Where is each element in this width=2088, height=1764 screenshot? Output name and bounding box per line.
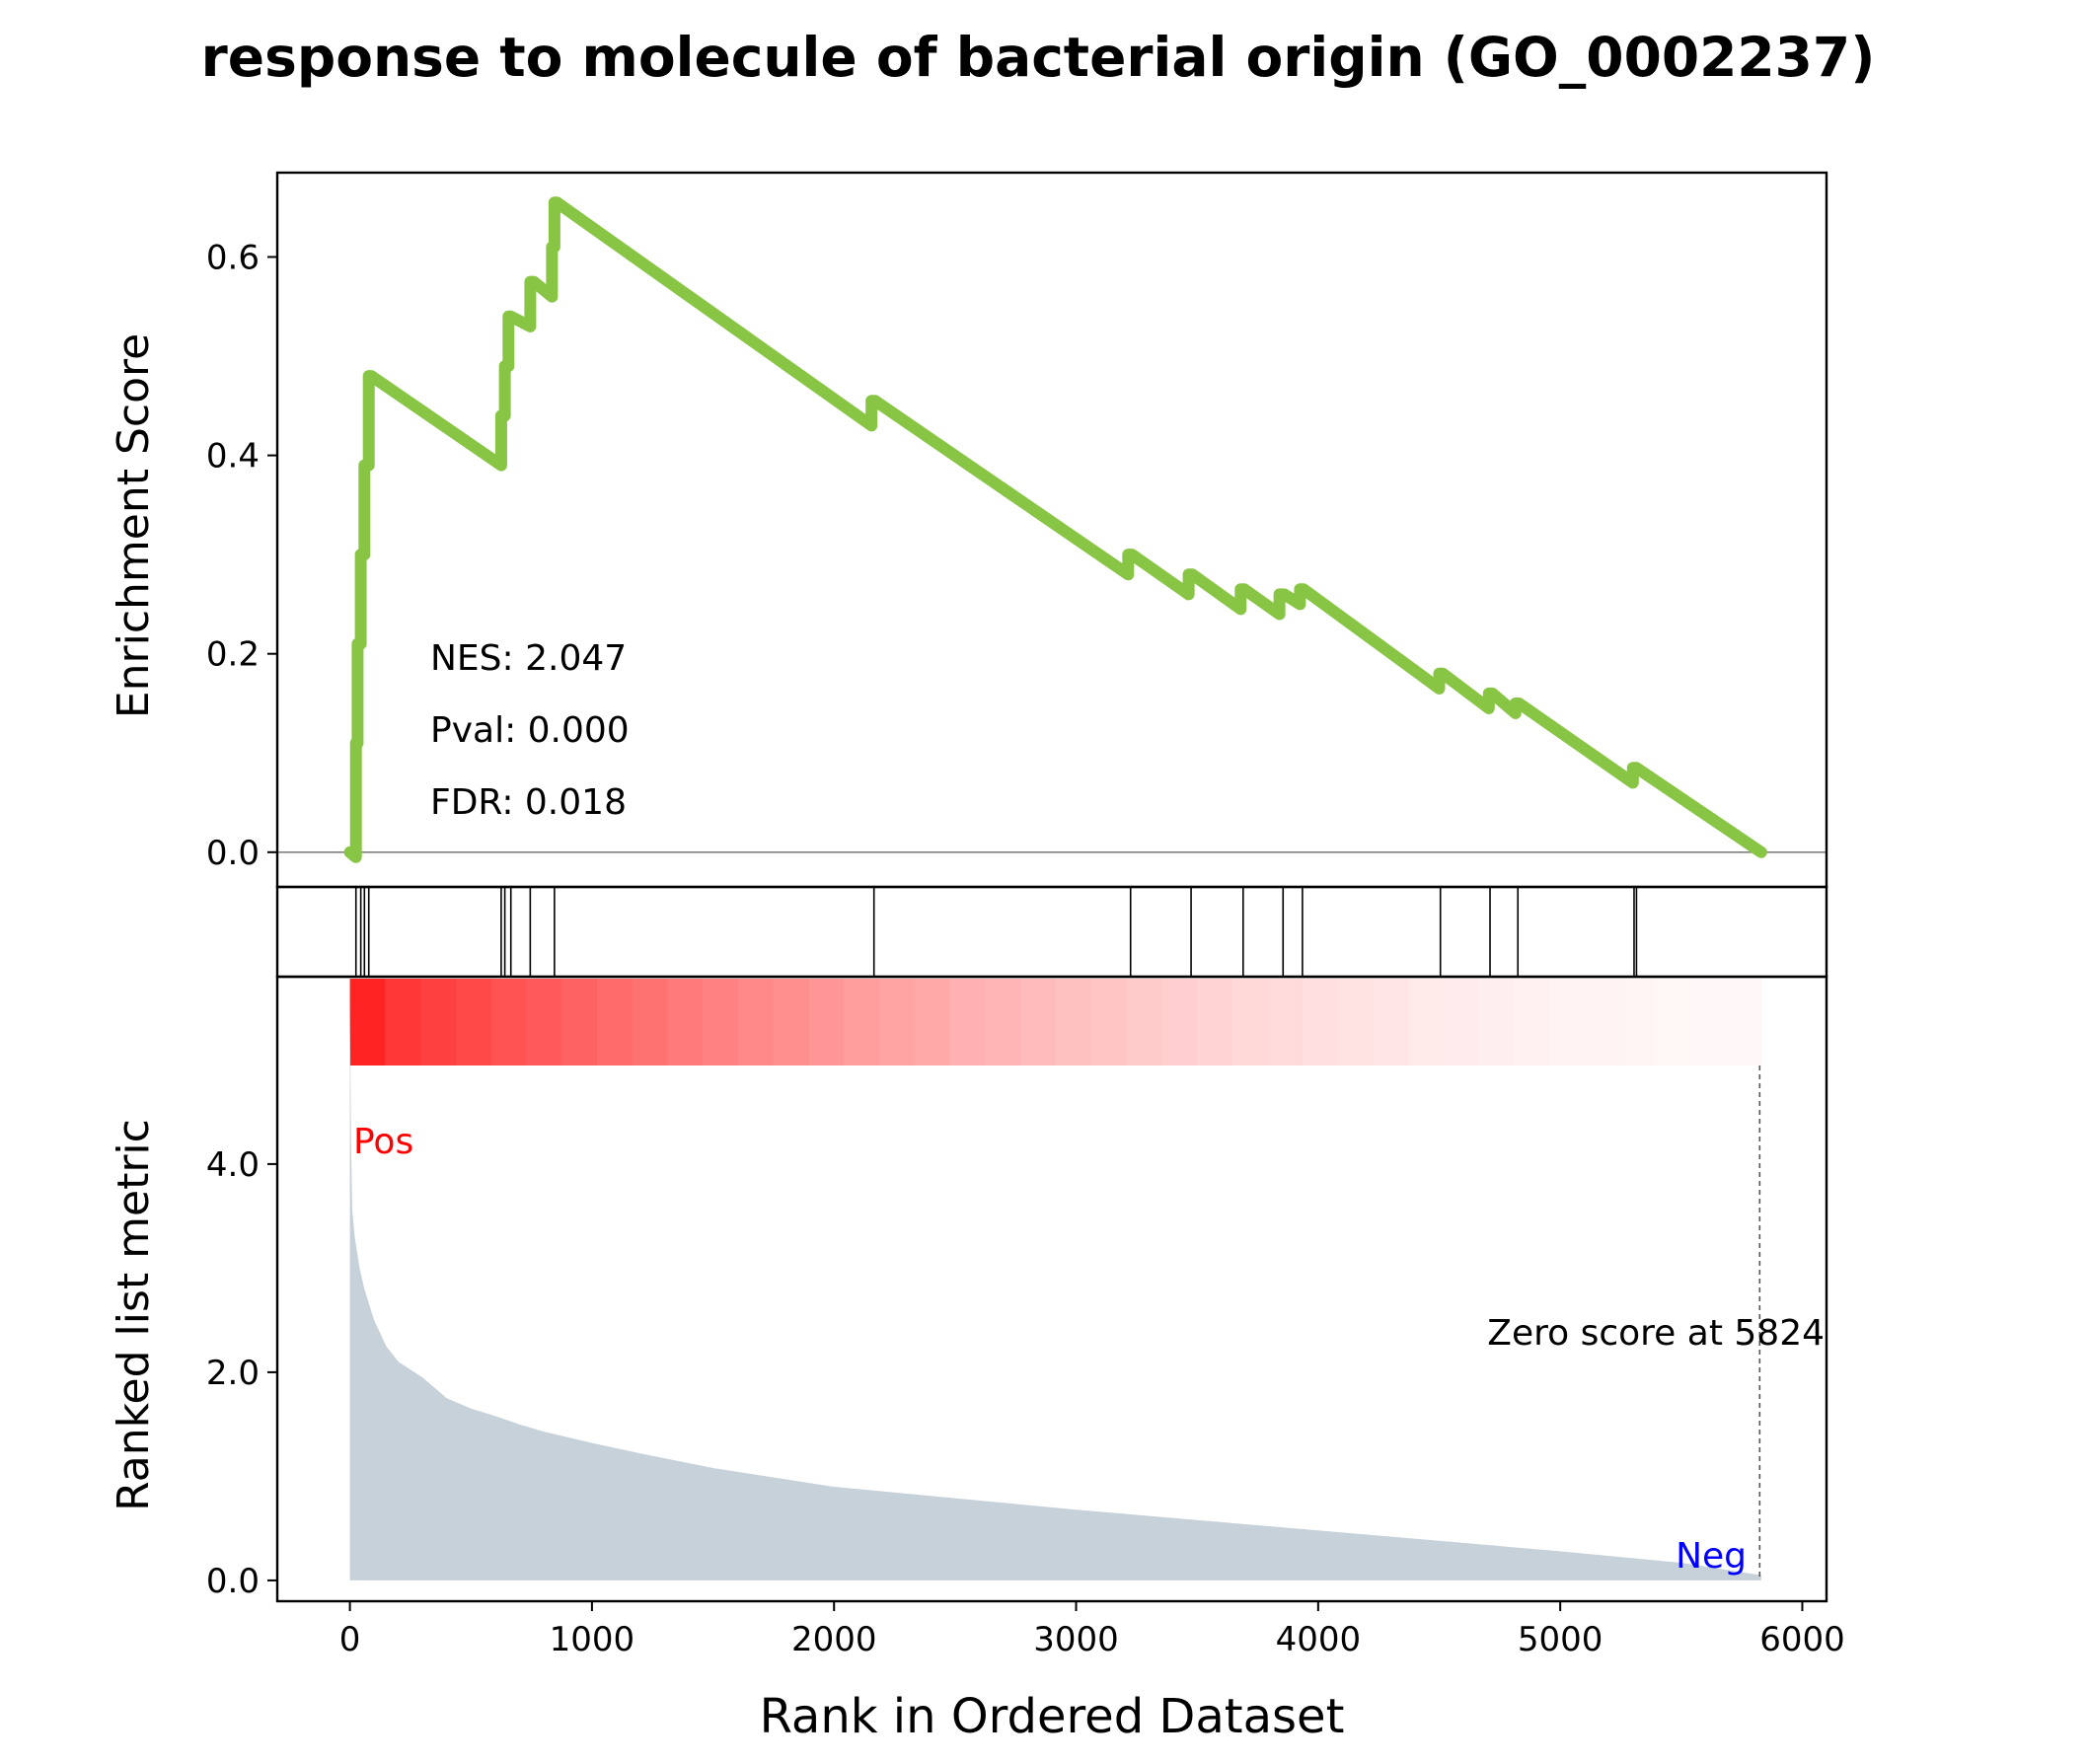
gradient-band [490, 979, 528, 1066]
es-y-tick-label: 0.2 [206, 635, 260, 675]
ranked-metric-area [349, 1007, 1761, 1580]
gradient-band [420, 979, 457, 1066]
gradient-band [385, 979, 421, 1066]
zero-score-label: Zero score at 5824 [1487, 1313, 1825, 1354]
gradient-band [1303, 979, 1339, 1066]
ranked-y-axis: 0.0 2.0 4.0 [206, 1145, 277, 1601]
gradient-band [878, 979, 916, 1066]
ranked-y-tick-label: 0.0 [206, 1562, 260, 1601]
nes-stat: NES: 2.047 [430, 638, 627, 679]
ranked-frame [275, 975, 1828, 1603]
gradient-band [349, 979, 387, 1066]
x-tick-label: 2000 [791, 1620, 877, 1659]
gradient-band [561, 979, 598, 1066]
es-y-tick-label: 0.6 [206, 238, 260, 277]
gradient-band [773, 979, 810, 1066]
enrichment-score-panel: 0.0 0.2 0.4 0.6 Enrichment Score NES: 2.047… [109, 171, 1828, 889]
gradient-band [1337, 979, 1375, 1066]
ranked-y-tick-label: 2.0 [206, 1354, 260, 1393]
es-y-tick-label: 0.4 [206, 437, 260, 477]
gradient-band [1019, 979, 1057, 1066]
gradient-band [1090, 979, 1127, 1066]
fdr-stat: FDR: 0.018 [430, 782, 627, 823]
gradient-band [844, 979, 880, 1066]
gradient-band [914, 979, 951, 1066]
gradient-band [1585, 979, 1621, 1066]
gradient-band [526, 979, 562, 1066]
gradient-band [1514, 979, 1551, 1066]
gradient-band [1160, 979, 1198, 1066]
x-tick-label: 0 [339, 1620, 361, 1659]
gradient-band [808, 979, 845, 1066]
gradient-band [1726, 979, 1762, 1066]
es-y-axis-label: Enrichment Score [109, 333, 159, 718]
es-curve [343, 196, 1767, 863]
gradient-band [1126, 979, 1162, 1066]
gradient-band [1619, 979, 1657, 1066]
gradient-band [949, 979, 986, 1066]
ranked-list-panel: Zero score at 5824 Pos Neg 0.0 2.0 4.0 0 10… [109, 975, 1845, 1744]
rank-gradient-bar [349, 979, 1762, 1066]
x-tick-label: 3000 [1033, 1620, 1119, 1659]
pval-stat: Pval: 0.000 [430, 710, 630, 751]
gradient-band [1231, 979, 1269, 1066]
gradient-band [737, 979, 775, 1066]
ranked-y-axis-label: Ranked list metric [109, 1119, 159, 1511]
ranked-y-tick-label: 4.0 [206, 1145, 260, 1185]
x-tick-label: 6000 [1759, 1620, 1845, 1659]
pos-label: Pos [353, 1122, 413, 1162]
gradient-band [1055, 979, 1092, 1066]
gradient-band [455, 979, 492, 1066]
x-tick-label: 1000 [550, 1620, 635, 1659]
gradient-band [1444, 979, 1480, 1066]
gradient-band [667, 979, 704, 1066]
gradient-band [1549, 979, 1586, 1066]
gradient-band [632, 979, 669, 1066]
gradient-band [1373, 979, 1410, 1066]
gradient-band [1267, 979, 1304, 1066]
es-y-axis: 0.0 0.2 0.4 0.6 [206, 238, 277, 873]
gradient-band [596, 979, 634, 1066]
x-axis: 0 1000 2000 3000 4000 5000 6000 [339, 1601, 1845, 1659]
gradient-band [1196, 979, 1233, 1066]
hit-lines [354, 887, 1638, 977]
gradient-band [703, 979, 739, 1066]
gradient-band [1408, 979, 1445, 1066]
x-tick-label: 5000 [1518, 1620, 1603, 1659]
gradient-band [1478, 979, 1516, 1066]
gradient-band [1655, 979, 1692, 1066]
es-y-tick-label: 0.0 [206, 834, 260, 873]
gradient-band [1690, 979, 1727, 1066]
figure-title: response to molecule of bacterial origin… [201, 26, 1876, 89]
gradient-band [985, 979, 1021, 1066]
x-tick-label: 4000 [1276, 1620, 1362, 1659]
neg-label: Neg [1676, 1536, 1747, 1577]
x-axis-label: Rank in Ordered Dataset [760, 1689, 1345, 1744]
